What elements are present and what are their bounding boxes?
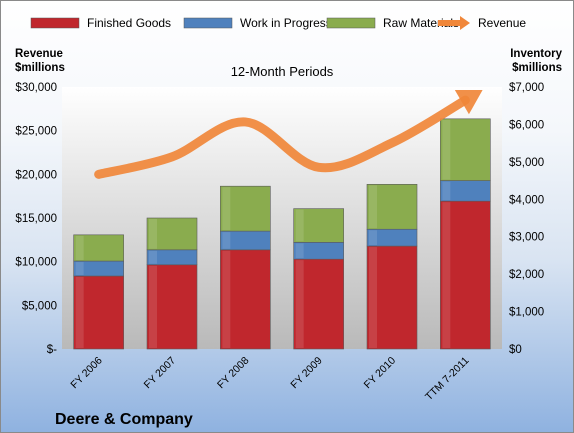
left-axis-title-line1: Revenue	[15, 48, 63, 60]
right-tick-label: $2,000	[509, 269, 544, 281]
right-tick-label: $0	[509, 344, 522, 356]
left-tick-label: $10,000	[15, 257, 57, 269]
bar-highlight	[149, 250, 157, 264]
bar-raw-materials-fy-2007	[146, 217, 198, 251]
bar-raw-materials-fy-2008	[220, 185, 271, 232]
left-tick-label: $20,000	[15, 169, 57, 181]
bar-highlight	[369, 230, 377, 246]
legend: Finished Goods Work in Progress Raw Materi…	[30, 16, 526, 30]
category-axis: FY 2006 FY 2007 FY 2008 FY 2009 FY 2010 TTM 7…	[68, 355, 471, 403]
legend-swatch-raw-materials	[326, 17, 376, 29]
bar-highlight	[295, 260, 304, 348]
legend-label-revenue: Revenue	[478, 16, 526, 30]
right-tick-label: $4,000	[509, 194, 544, 206]
bar-highlight	[222, 250, 231, 348]
right-tick-label: $5,000	[509, 157, 544, 169]
right-tick-label: $1,000	[509, 307, 544, 319]
legend-arrow-revenue	[460, 16, 470, 30]
bar-highlight	[442, 181, 451, 201]
revenue-arrowhead	[454, 90, 483, 115]
left-tick-label: $25,000	[15, 126, 57, 138]
revenue-line	[94, 95, 470, 179]
right-axis-title-line1: Inventory	[510, 48, 562, 60]
left-axis: $- $5,000 $10,000 $15,000 $20,000 $25,000 $30,…	[15, 82, 57, 356]
legend-label-finished-goods: Finished Goods	[87, 16, 171, 30]
category-label-fy-2007: FY 2007	[142, 355, 179, 392]
bar-highlight	[75, 262, 84, 276]
revenue-line-series	[94, 90, 483, 179]
bar-highlight	[295, 243, 304, 259]
right-tick-label: $7,000	[509, 82, 544, 94]
bar-finished-goods-fy-2007	[146, 264, 198, 350]
legend-item-finished-goods: Finished Goods	[30, 16, 171, 30]
left-tick-label: $5,000	[22, 300, 57, 312]
bar-finished-goods-ttm-7-2011	[440, 200, 491, 350]
right-tick-label: $6,000	[509, 119, 544, 131]
bar-finished-goods-fy-2010	[366, 245, 418, 350]
legend-item-raw-materials: Raw Materials	[326, 16, 459, 30]
bar-highlight	[149, 265, 157, 348]
bar-highlight	[369, 185, 377, 229]
left-tick-label: $15,000	[15, 213, 57, 225]
bar-finished-goods-fy-2006	[73, 275, 124, 350]
right-axis: $0 $1,000 $2,000 $3,000 $4,000 $5,000 $6,000 $7…	[509, 82, 544, 356]
category-label-fy-2008: FY 2008	[215, 355, 252, 392]
left-axis-title-line2: $millions	[15, 62, 65, 74]
category-label-fy-2009: FY 2009	[288, 355, 325, 392]
bar-finished-goods-fy-2008	[220, 249, 271, 350]
bar-highlight	[222, 187, 231, 231]
bar-highlight	[75, 277, 84, 348]
bar-raw-materials-fy-2010	[366, 184, 418, 230]
plot-area	[62, 87, 502, 349]
category-label-fy-2006: FY 2006	[68, 355, 105, 392]
legend-swatch-finished-goods	[30, 17, 80, 29]
chart-subtitle: 12-Month Periods	[231, 64, 334, 79]
company-name: Deere & Company	[55, 411, 193, 428]
legend-label-work-in-progress: Work in Progress	[240, 16, 332, 30]
bar-highlight	[149, 219, 157, 249]
bar-highlight	[295, 209, 304, 242]
legend-item-revenue: Revenue	[438, 16, 526, 30]
legend-item-work-in-progress: Work in Progress	[183, 16, 332, 30]
bar-highlight	[442, 202, 451, 348]
right-tick-label: $3,000	[509, 232, 544, 244]
bar-highlight	[75, 235, 84, 261]
bar-highlight	[369, 247, 377, 348]
category-label-ttm-7-2011: TTM 7-2011	[423, 355, 471, 403]
bar-raw-materials-fy-2006	[73, 234, 124, 262]
bar-raw-materials-fy-2009	[293, 208, 344, 243]
left-tick-label: $-	[47, 344, 57, 356]
category-label-fy-2010: FY 2010	[362, 355, 399, 392]
bar-highlight	[442, 119, 451, 180]
bar-series	[73, 118, 491, 350]
right-axis-title-line2: $millions	[512, 62, 562, 74]
bar-raw-materials-ttm-7-2011	[440, 118, 491, 181]
left-tick-label: $30,000	[15, 82, 57, 94]
bar-highlight	[222, 232, 231, 249]
legend-label-raw-materials: Raw Materials	[383, 16, 459, 30]
legend-swatch-work-in-progress	[183, 17, 233, 29]
bar-finished-goods-fy-2009	[293, 258, 344, 350]
